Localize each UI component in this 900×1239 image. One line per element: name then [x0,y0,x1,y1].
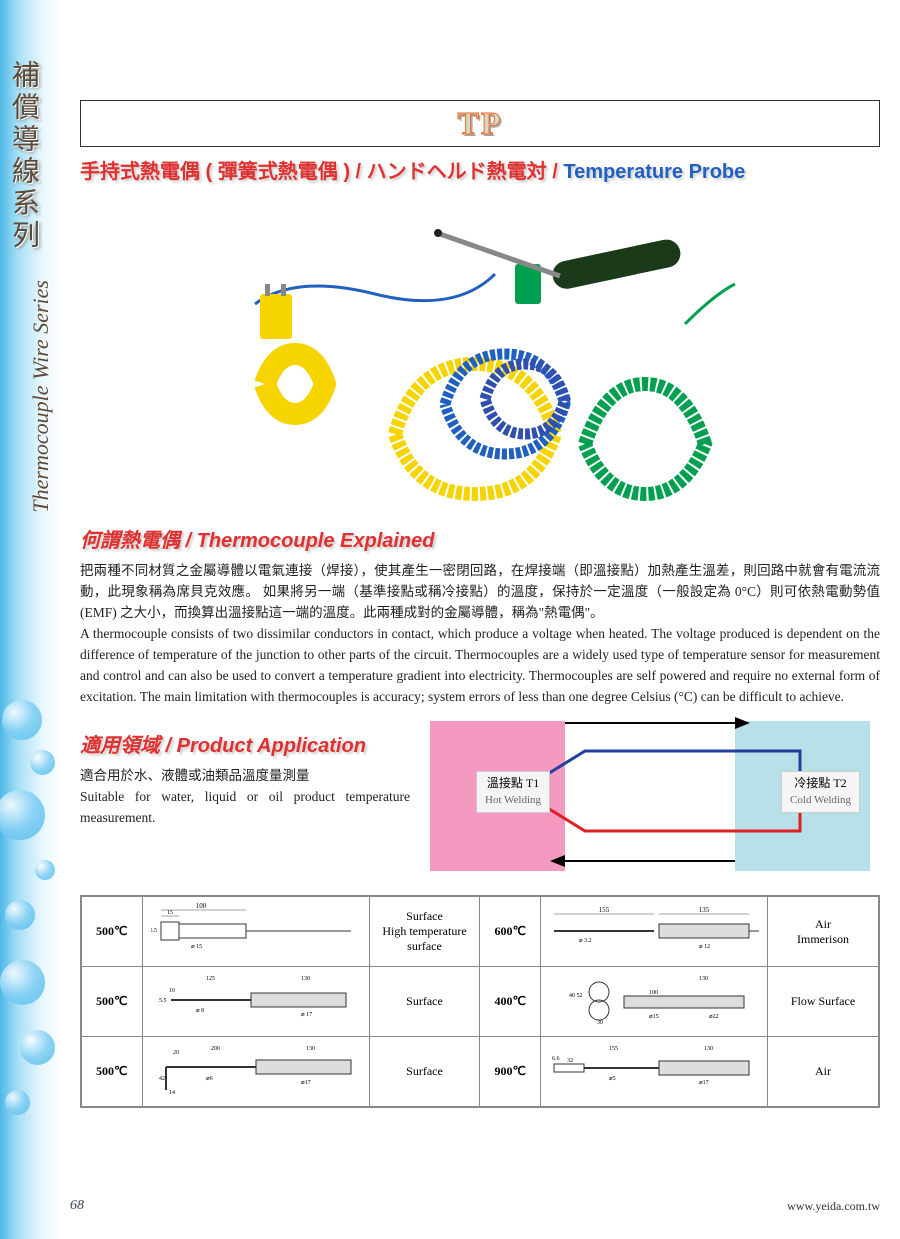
website-url: www.yeida.com.tw [787,1199,880,1214]
svg-text:⌀17: ⌀17 [301,1080,311,1086]
tp-code: TP [458,105,503,141]
temp-cell: 900℃ [480,1037,541,1107]
subtitle-en: Temperature Probe [563,161,745,183]
desc-cell: AirImmerison [768,897,879,967]
page-number: 68 [70,1198,84,1214]
temp-cell: 500℃ [82,1037,143,1107]
svg-text:130: 130 [699,976,708,982]
svg-text:30: 30 [597,1020,603,1026]
sidebar-title-cn: 補償導線系列 [4,60,44,252]
svg-text:100: 100 [195,902,206,910]
svg-text:⌀17: ⌀17 [699,1080,709,1086]
svg-text:⌀22: ⌀22 [709,1014,719,1020]
probe-drawing: 125 130 10 ⌀ 8 ⌀ 17 5.5 [142,967,369,1037]
desc-cell: Flow Surface [768,967,879,1037]
probe-drawing: 100 15 ⌀ 15 5.5 [142,897,369,967]
section2-title: 適用領域 / Product Application [80,729,410,758]
desc-cell: Surface [369,967,480,1037]
desc-cell: Surface [369,1037,480,1107]
svg-text:5.5: 5.5 [151,928,157,934]
svg-text:125: 125 [206,976,215,982]
svg-text:130: 130 [301,976,310,982]
svg-text:10: 10 [169,988,175,994]
svg-text:⌀ 12: ⌀ 12 [699,944,710,950]
svg-text:42: 42 [159,1076,165,1082]
subtitle: 手持式熱電偶 ( 彈簧式熱電偶 ) / ハンドヘルド熱電対 / Temperat… [80,155,880,184]
temp-cell: 500℃ [82,967,143,1037]
probe-drawing: 155 ⌀ 3.2 135 ⌀ 12 [541,897,768,967]
svg-text:32: 32 [567,1058,573,1064]
svg-text:40 52: 40 52 [569,993,583,999]
spec-table: 500℃ 100 15 ⌀ 15 5.5 SurfaceHigh tempera… [80,895,880,1108]
tp-header-box: TP [80,100,880,147]
probe-drawing: 200 130 20 42 ⌀6 ⌀17 14 [142,1037,369,1107]
section1-title: 何謂熱電偶 / Thermocouple Explained [80,524,880,553]
svg-text:⌀6: ⌀6 [206,1076,213,1082]
section2-body-cn: 適合用於水、液體或油類品溫度量測量 [80,766,410,787]
table-row: 500℃ 125 130 10 ⌀ 8 ⌀ 17 5.5 Surface 400… [82,967,879,1037]
section2-body-en: Suitable for water, liquid or oil produc… [80,787,410,829]
product-photo [215,204,745,504]
svg-text:15: 15 [167,910,173,916]
sidebar: 補償導線系列 Thermocouple Wire Series [0,0,60,1239]
desc-cell: SurfaceHigh temperature surface [369,897,480,967]
svg-text:130: 130 [306,1046,315,1052]
svg-text:⌀15: ⌀15 [649,1014,659,1020]
table-row: 500℃ 100 15 ⌀ 15 5.5 SurfaceHigh tempera… [82,897,879,967]
svg-text:135: 135 [699,906,710,914]
svg-text:130: 130 [704,1046,713,1052]
temp-cell: 600℃ [480,897,541,967]
svg-text:⌀ 15: ⌀ 15 [191,944,202,950]
main-content: TP 手持式熱電偶 ( 彈簧式熱電偶 ) / ハンドヘルド熱電対 / Tempe… [70,0,890,1108]
svg-text:14: 14 [169,1090,175,1096]
temp-cell: 500℃ [82,897,143,967]
section1-body-cn: 把兩種不同材質之金屬導體以電氣連接（焊接），使其產生一密閉回路，在焊接端（即溫接… [80,561,880,624]
svg-text:⌀ 3.2: ⌀ 3.2 [579,938,592,944]
svg-text:200: 200 [211,1046,220,1052]
section1-body-en: A thermocouple consists of two dissimila… [80,624,880,708]
svg-text:155: 155 [609,1046,618,1052]
bubbles-decoration [0,700,60,1200]
svg-text:6.6: 6.6 [552,1056,560,1062]
svg-text:⌀ 17: ⌀ 17 [301,1012,312,1018]
svg-text:155: 155 [599,906,610,914]
svg-text:100: 100 [649,990,658,996]
table-row: 500℃ 200 130 20 42 ⌀6 ⌀17 14 Surface 900… [82,1037,879,1107]
probe-drawing: 130 100 40 52 30 ⌀15 ⌀22 [541,967,768,1037]
svg-text:⌀5: ⌀5 [609,1076,616,1082]
desc-cell: Air [768,1037,879,1107]
sidebar-title-en: Thermocouple Wire Series [28,280,54,513]
probe-drawing: 155 130 32 ⌀5 ⌀17 6.6 [541,1037,768,1107]
hot-junction-label: 溫接點 T1Hot Welding [476,771,550,812]
subtitle-cn: 手持式熱電偶 ( 彈簧式熱電偶 ) / ハンドヘルド熱電対 / [80,161,563,183]
svg-text:20: 20 [173,1050,179,1056]
temp-cell: 400℃ [480,967,541,1037]
svg-text:⌀ 8: ⌀ 8 [196,1008,204,1014]
svg-text:5.5: 5.5 [159,998,167,1004]
thermocouple-diagram: 溫接點 T1Hot Welding 冷接點 T2Cold Welding [430,711,870,871]
cold-junction-label: 冷接點 T2Cold Welding [781,771,860,812]
